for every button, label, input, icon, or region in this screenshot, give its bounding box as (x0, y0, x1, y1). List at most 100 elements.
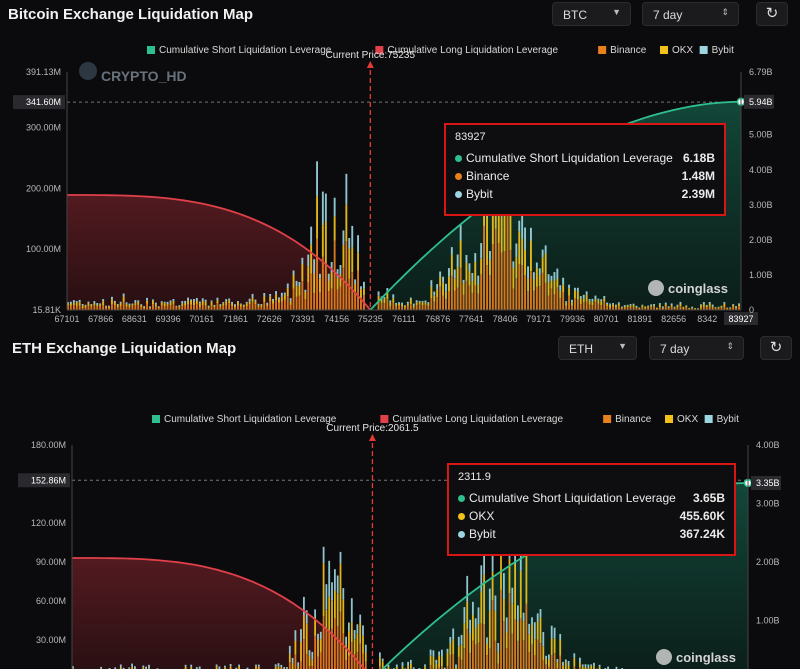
watermark-text: coinglass (676, 650, 736, 665)
chevron-down-icon: ▼ (612, 7, 621, 17)
y-left-tick-label: 100.00M (26, 244, 61, 254)
legend-label-bybit[interactable]: Bybit (717, 414, 739, 425)
y-right-tick-label: 3.00B (756, 499, 780, 509)
btc-symbol-select[interactable]: BTC ▼ (552, 2, 631, 26)
legend-swatch-short (152, 415, 160, 423)
eth-period-select[interactable]: 7 day ⇕ (649, 336, 744, 360)
tooltip-header: 83927 (455, 131, 486, 143)
long-leverage-line (72, 557, 366, 669)
legend-label-long[interactable]: Cumulative Long Liquidation Leverage (387, 45, 558, 56)
y-left-tick-label: 391.13M (26, 67, 61, 77)
legend-label-long[interactable]: Cumulative Long Liquidation Leverage (392, 414, 563, 425)
eth-panel: ETH Exchange Liquidation Map ETH ▼ 7 day… (0, 335, 800, 669)
legend-label-okx[interactable]: OKX (672, 45, 693, 56)
legend-label-short[interactable]: Cumulative Short Liquidation Leverage (159, 45, 332, 56)
btc-period-select[interactable]: 7 day ⇕ (642, 2, 739, 26)
y-left-tick-label: 30.00M (36, 635, 66, 645)
coinglass-watermark: coinglass (656, 649, 736, 665)
x-tick-label: 83927 (728, 314, 753, 324)
y-left-tick-label: 200.00M (26, 183, 61, 193)
eth-symbol-value: ETH (569, 342, 593, 356)
x-tick-label: 81891 (627, 314, 652, 324)
y-left-tick-label: 60.00M (36, 596, 66, 606)
y-left-tick-label: 15.81K (32, 305, 61, 315)
tooltip-row: Bybit 367.24K (458, 525, 725, 543)
long-area (72, 558, 365, 669)
y-left-tick-label: 341.60M (26, 97, 61, 107)
x-tick-label: 76111 (392, 314, 416, 324)
btc-refresh-button[interactable]: ↻ (756, 2, 788, 26)
x-tick-label: 80701 (594, 314, 619, 324)
legend-label-binance[interactable]: Binance (610, 45, 647, 56)
legend-swatch-bybit (699, 46, 708, 54)
tooltip-value: 3.65B (692, 491, 725, 505)
current-price-label: Current Price:75235 (326, 50, 416, 61)
crypto-hd-logo-icon (79, 62, 97, 80)
x-tick-label: 69396 (156, 314, 181, 324)
x-tick-label: 79936 (560, 314, 585, 324)
x-tick-label: 77641 (459, 314, 484, 324)
liquidation-bars (72, 498, 624, 669)
tooltip-label: Cumulative Short Liquidation Leverage (466, 151, 673, 165)
tooltip-header: 2311.9 (458, 471, 491, 483)
legend-label-okx[interactable]: OKX (677, 414, 698, 425)
tooltip-dot-icon (455, 173, 462, 180)
x-tick-label: 76876 (425, 314, 450, 324)
x-tick-label: 74156 (324, 314, 349, 324)
y-left-tick-label: 152.86M (31, 475, 66, 485)
long-area (67, 195, 371, 310)
legend-label-binance[interactable]: Binance (615, 414, 652, 425)
tooltip-value: 367.24K (679, 527, 725, 541)
x-tick-label: 73391 (290, 314, 315, 324)
chevron-down-icon: ▼ (618, 341, 627, 351)
tooltip-row: Binance 1.48M (455, 167, 715, 185)
y-right-tick-label: 1.00B (749, 270, 773, 280)
btc-chart-title: Bitcoin Exchange Liquidation Map (8, 6, 254, 23)
legend-label-short[interactable]: Cumulative Short Liquidation Leverage (164, 414, 337, 425)
x-tick-label: 8342 (697, 314, 717, 324)
x-tick-label: 71861 (223, 314, 248, 324)
tooltip-dot-icon (455, 155, 462, 162)
coinglass-logo-icon (656, 649, 672, 665)
tooltip-label: OKX (469, 509, 495, 523)
x-tick-label: 78406 (493, 314, 518, 324)
y-right-tick-label: 2.00B (749, 235, 773, 245)
refresh-icon: ↻ (765, 5, 779, 22)
liquidation-bars (67, 140, 740, 310)
tooltip-value: 6.18B (682, 151, 715, 165)
legend-label-bybit[interactable]: Bybit (712, 45, 734, 56)
eth-refresh-button[interactable]: ↻ (760, 336, 792, 360)
x-tick-label: 67866 (88, 314, 113, 324)
current-price-label: Current Price:2061.5 (326, 423, 419, 434)
tooltip-row: Cumulative Short Liquidation Leverage 6.1… (455, 149, 715, 167)
current-price-arrow-icon (368, 434, 376, 441)
eth-symbol-select[interactable]: ETH ▼ (558, 336, 637, 360)
legend-swatch-okx (665, 415, 673, 423)
y-hover-highlight (18, 473, 70, 488)
legend: Cumulative Short Liquidation Leverage Cum… (152, 414, 739, 425)
tooltip-label: Bybit (469, 527, 496, 541)
tooltip-row: Bybit 2.39M (455, 185, 715, 203)
tooltip-value: 2.39M (681, 187, 715, 201)
y-right-tick-label: 5.94B (749, 97, 773, 107)
eth-period-value: 7 day (660, 342, 690, 356)
x-tick-label: 82656 (661, 314, 686, 324)
y-left-tick-label: 120.00M (31, 518, 66, 528)
y-right-tick-label: 4.00B (749, 165, 773, 175)
chevron-updown-icon: ⇕ (721, 7, 729, 17)
y-left-tick-label: 180.00M (31, 440, 66, 450)
btc-tooltip: 83927 Cumulative Short Liquidation Levera… (444, 123, 726, 216)
y-right-hover-highlight (751, 476, 781, 491)
eth-chart-title: ETH Exchange Liquidation Map (12, 340, 237, 357)
x-tick-label: 67101 (54, 314, 79, 324)
tooltip-value: 455.60K (679, 509, 725, 523)
x-tick-label: 75235 (358, 314, 383, 324)
y-right-tick-label: 3.00B (749, 200, 773, 210)
legend-swatch-short (147, 46, 155, 54)
legend-swatch-okx (660, 46, 668, 54)
btc-symbol-value: BTC (563, 8, 587, 22)
y-right-tick-label: 3.35B (756, 478, 780, 488)
btc-period-value: 7 day (653, 8, 683, 22)
tooltip-dot-icon (458, 531, 465, 538)
y-right-tick-label: 6.79B (749, 67, 773, 77)
